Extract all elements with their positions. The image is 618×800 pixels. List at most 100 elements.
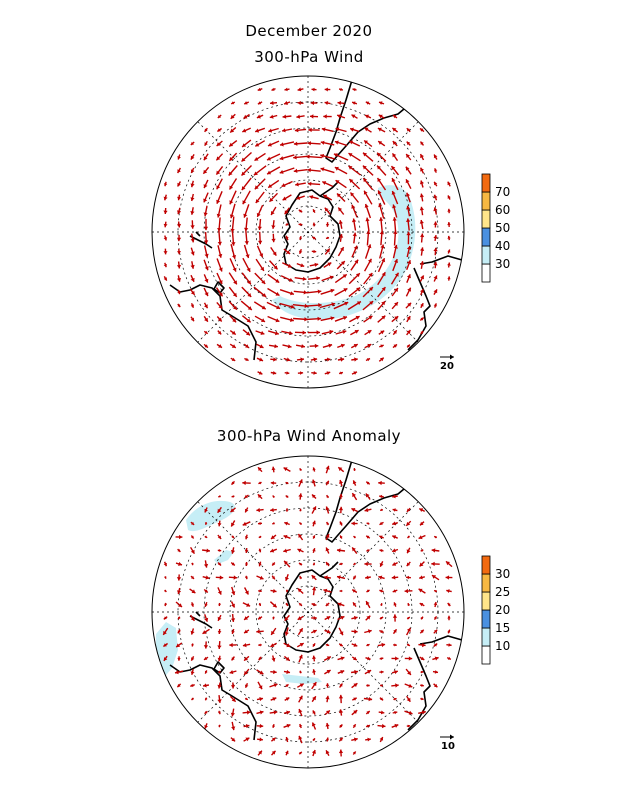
bottom-wind-vector-head: [217, 535, 222, 539]
top-wind-vector-head: [356, 301, 361, 306]
top-wind-vector-head: [310, 100, 315, 106]
bottom-wind-vector-head: [326, 616, 331, 620]
top-wind-vector-head: [325, 224, 330, 227]
top-wind-vector-head: [279, 156, 284, 161]
top-reference-vector: 20: [440, 354, 454, 372]
top-wind-vector-head: [337, 193, 341, 198]
top-wind-vector-head: [217, 331, 222, 335]
top-wind-vector-head: [406, 154, 410, 158]
bottom-wind-vector-head: [203, 645, 209, 649]
bottom-wind-vector-head: [380, 629, 384, 633]
top-wind-vector-head: [420, 141, 424, 145]
top-wind-vector-head: [190, 155, 195, 160]
top-wind-vector-head: [433, 235, 438, 239]
bottom-wind-vector-head: [447, 629, 451, 633]
top-wind-vector-head: [419, 220, 424, 224]
top-wind-vector-head: [290, 317, 294, 322]
bottom-wind-vector-head: [393, 629, 397, 633]
bottom-wind-vector-head: [298, 709, 303, 713]
bottom-wind-vector-head: [285, 656, 290, 661]
top-wind-vector-head: [176, 223, 182, 228]
top-wind-vector-head: [261, 318, 265, 322]
top-wind-vector-head: [339, 88, 342, 92]
bottom-wind-vector-head: [284, 631, 289, 636]
top-wind-vector-head: [342, 329, 347, 334]
bottom-wind-vector-head: [312, 548, 316, 552]
top-wind-vector-head: [363, 152, 367, 157]
bottom-wind-vector-head: [421, 670, 424, 674]
bottom-wind-vector-head: [434, 536, 437, 539]
bottom-wind-vector-head: [258, 481, 262, 485]
bottom-wind-vector-head: [217, 699, 222, 703]
bottom-wind-vector-head: [270, 507, 274, 513]
bottom-wind-vector-head: [285, 684, 289, 688]
top-wind-vector-head: [190, 238, 195, 243]
top-wind-vector-head: [367, 244, 372, 249]
top-wind-vector-head: [244, 227, 249, 232]
top-wind-vector-head: [231, 242, 236, 246]
bottom-wind-vector-head: [178, 561, 182, 566]
top-colorbar-label: 70: [495, 185, 510, 199]
top-wind-vector-head: [391, 166, 396, 171]
bottom-wind-vector-head: [365, 601, 370, 606]
top-wind-vector-head: [254, 185, 259, 190]
bottom-wind-vector-head: [273, 669, 277, 675]
bottom-wind-vector-head: [272, 562, 276, 566]
top-wind-vector-head: [216, 170, 221, 175]
bottom-wind-vector-head: [392, 548, 396, 553]
bottom-wind-vector-head: [299, 508, 302, 511]
bottom-wind-vector-head: [407, 670, 411, 675]
bottom-wind-vector-head: [256, 507, 260, 513]
bottom-wind-vector-head: [312, 682, 317, 687]
bottom-wind-vector-head: [257, 494, 262, 499]
top-wind-vector-head: [302, 330, 306, 335]
bottom-wind-vector-head: [204, 656, 208, 660]
top-wind-vector-head: [320, 153, 325, 159]
top-wind-vector-head: [381, 287, 386, 292]
top-wind-vector-head: [335, 180, 340, 184]
bottom-wind-vector-head: [258, 535, 262, 538]
top-wind-vector-head: [447, 249, 451, 253]
top-wind-vector-head: [405, 192, 410, 197]
top-wind-vector-head: [333, 153, 338, 158]
bottom-wind-vector-head: [366, 535, 370, 539]
bottom-wind-vector-head: [231, 737, 236, 742]
top-wind-vector-head: [217, 317, 222, 322]
top-wind-vector-head: [381, 258, 386, 263]
bottom-wind-vector-head: [421, 683, 424, 687]
bottom-wind-vector-head: [190, 683, 194, 687]
top-colorbar-swatch: [481, 227, 491, 247]
top-wind-vector-head: [267, 156, 271, 161]
top-wind-vector-head: [406, 330, 411, 335]
bottom-wind-vector-head: [231, 535, 235, 539]
bottom-colorbar-label: 20: [495, 603, 510, 617]
top-wind-vector-head: [420, 233, 425, 238]
top-wind-vector-head: [406, 316, 411, 321]
bottom-wind-vector-head: [177, 590, 182, 594]
bottom-wind-vector-head: [299, 468, 302, 471]
bottom-wind-vector-head: [217, 630, 222, 634]
top-wind-vector-head: [338, 220, 343, 224]
top-wind-vector-head: [447, 222, 451, 226]
bottom-wind-vector-head: [297, 588, 302, 593]
top-wind-vector-head: [245, 344, 249, 348]
top-wind-vector-head: [323, 194, 328, 199]
top-wind-vector-head: [329, 329, 334, 334]
bottom-wind-vector-head: [231, 562, 235, 566]
top-wind-vector-head: [190, 277, 195, 282]
top-wind-vector-head: [177, 210, 182, 215]
top-wind-vector-head: [190, 141, 194, 145]
top-wind-vector-head: [300, 371, 304, 375]
top-wind-vector-head: [352, 88, 356, 92]
top-wind-vector-head: [269, 114, 274, 119]
bottom-wind-vector-head: [448, 643, 452, 647]
top-wind-vector-head: [284, 87, 288, 92]
bottom-wind-vector-head: [244, 616, 248, 620]
top-wind-vector-head: [339, 234, 344, 238]
top-wind-vector-head: [163, 237, 168, 241]
top-wind-vector-head: [254, 157, 259, 161]
bottom-wind-vector-head: [177, 630, 181, 634]
bottom-wind-vector-head: [204, 589, 208, 593]
top-wind-vector-head: [204, 330, 208, 334]
bottom-colorbar-label: 30: [495, 567, 510, 581]
